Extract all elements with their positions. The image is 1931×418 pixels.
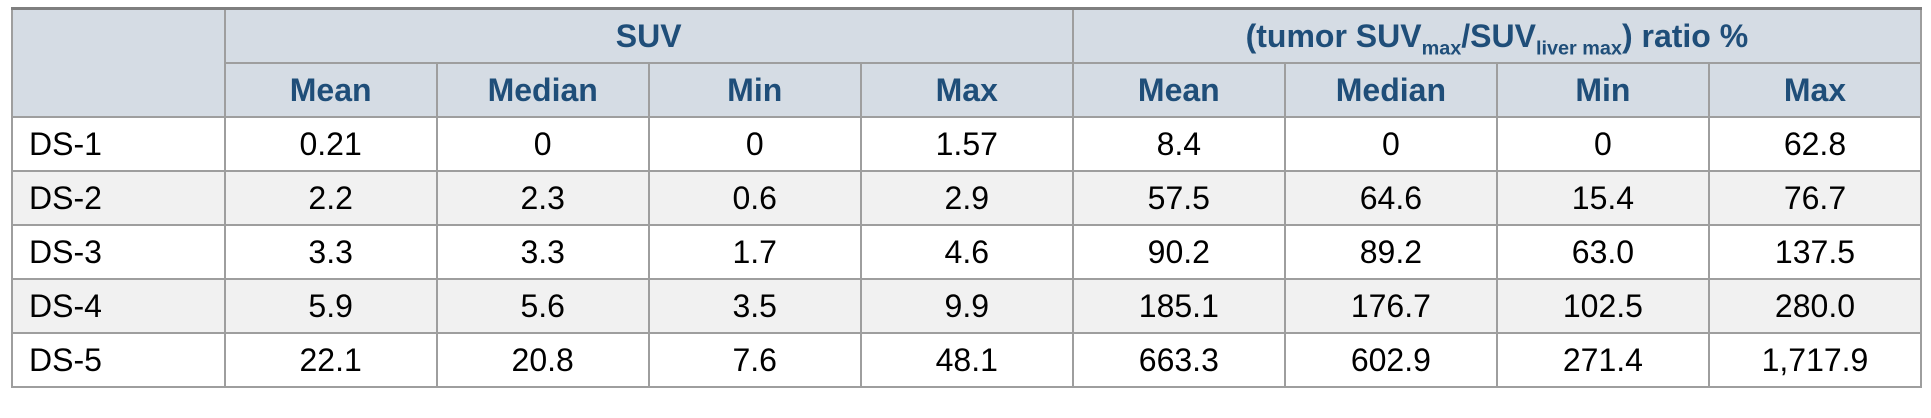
cell-ds2-suv-mean: 2.2	[223, 170, 438, 226]
cell-ds5-suv-mean: 22.1	[223, 332, 438, 388]
cell-ds5-suv-max: 48.1	[859, 332, 1074, 388]
col-header-ratio-mean: Mean	[1071, 62, 1286, 118]
cell-ds4-ratio-mean: 185.1	[1071, 278, 1286, 334]
cell-ds5-suv-median: 20.8	[435, 332, 650, 388]
cell-ds4-suv-min: 3.5	[647, 278, 862, 334]
row-label-ds1: DS-1	[11, 116, 226, 172]
cell-ds3-suv-mean: 3.3	[223, 224, 438, 280]
cell-ds2-suv-min: 0.6	[647, 170, 862, 226]
ratio-header-subscript-liver-max: liver max	[1535, 36, 1622, 59]
cell-ds1-suv-min: 0	[647, 116, 862, 172]
row-label-ds2: DS-2	[11, 170, 226, 226]
cell-ds2-ratio-min: 15.4	[1495, 170, 1710, 226]
corner-cell	[11, 7, 226, 118]
col-header-suv-mean: Mean	[223, 62, 438, 118]
ratio-group-header: (tumor SUVmax/SUVliver max) ratio %	[1071, 7, 1923, 64]
group-header-row: SUV (tumor SUVmax/SUVliver max) ratio %	[11, 7, 1923, 118]
table-row-ds4: DS-4 5.9 5.6 3.5 9.9 185.1 176.7 102.5 2…	[11, 278, 1923, 334]
suv-statistics-table-container: SUV (tumor SUVmax/SUVliver max) ratio % …	[11, 7, 1923, 388]
cell-ds3-suv-min: 1.7	[647, 224, 862, 280]
row-label-ds5: DS-5	[11, 332, 226, 388]
col-header-suv-median: Median	[435, 62, 650, 118]
cell-ds1-suv-max: 1.57	[859, 116, 1074, 172]
cell-ds4-ratio-median: 176.7	[1283, 278, 1498, 334]
suv-group-header: SUV	[223, 7, 1074, 64]
table-row-ds2: DS-2 2.2 2.3 0.6 2.9 57.5 64.6 15.4 76.7	[11, 170, 1923, 226]
cell-ds1-suv-mean: 0.21	[223, 116, 438, 172]
cell-ds2-suv-median: 2.3	[435, 170, 650, 226]
col-header-ratio-median: Median	[1283, 62, 1498, 118]
cell-ds3-ratio-min: 63.0	[1495, 224, 1710, 280]
col-header-suv-min: Min	[647, 62, 862, 118]
cell-ds3-ratio-max: 137.5	[1707, 224, 1923, 280]
cell-ds2-ratio-mean: 57.5	[1071, 170, 1286, 226]
cell-ds3-suv-max: 4.6	[859, 224, 1074, 280]
cell-ds5-ratio-max: 1,717.9	[1707, 332, 1923, 388]
cell-ds1-ratio-median: 0	[1283, 116, 1498, 172]
ratio-header-text-1: (tumor SUV	[1245, 17, 1422, 54]
col-header-ratio-min: Min	[1495, 62, 1710, 118]
cell-ds4-ratio-max: 280.0	[1707, 278, 1923, 334]
cell-ds2-ratio-median: 64.6	[1283, 170, 1498, 226]
cell-ds1-ratio-mean: 8.4	[1071, 116, 1286, 172]
table-row-ds1: DS-1 0.21 0 0 1.57 8.4 0 0 62.8	[11, 116, 1923, 172]
row-label-ds3: DS-3	[11, 224, 226, 280]
cell-ds1-ratio-max: 62.8	[1707, 116, 1923, 172]
cell-ds1-ratio-min: 0	[1495, 116, 1710, 172]
cell-ds5-suv-min: 7.6	[647, 332, 862, 388]
ratio-header-text-3: ) ratio %	[1621, 17, 1749, 54]
table-row-ds3: DS-3 3.3 3.3 1.7 4.6 90.2 89.2 63.0 137.…	[11, 224, 1923, 280]
cell-ds2-suv-max: 2.9	[859, 170, 1074, 226]
suv-statistics-table: SUV (tumor SUVmax/SUVliver max) ratio % …	[11, 7, 1923, 388]
table-row-ds5: DS-5 22.1 20.8 7.6 48.1 663.3 602.9 271.…	[11, 332, 1923, 388]
cell-ds3-ratio-mean: 90.2	[1071, 224, 1286, 280]
cell-ds5-ratio-min: 271.4	[1495, 332, 1710, 388]
col-header-ratio-max: Max	[1707, 62, 1923, 118]
cell-ds3-ratio-median: 89.2	[1283, 224, 1498, 280]
row-label-ds4: DS-4	[11, 278, 226, 334]
ratio-header-subscript-max: max	[1421, 36, 1462, 59]
cell-ds5-ratio-median: 602.9	[1283, 332, 1498, 388]
col-header-suv-max: Max	[859, 62, 1074, 118]
cell-ds4-suv-mean: 5.9	[223, 278, 438, 334]
cell-ds1-suv-median: 0	[435, 116, 650, 172]
cell-ds2-ratio-max: 76.7	[1707, 170, 1923, 226]
ratio-header-text-2: /SUV	[1461, 17, 1536, 54]
cell-ds4-suv-max: 9.9	[859, 278, 1074, 334]
cell-ds4-ratio-min: 102.5	[1495, 278, 1710, 334]
cell-ds3-suv-median: 3.3	[435, 224, 650, 280]
cell-ds5-ratio-mean: 663.3	[1071, 332, 1286, 388]
cell-ds4-suv-median: 5.6	[435, 278, 650, 334]
column-header-row: Mean Median Min Max Mean Median Min Max	[12, 62, 1923, 118]
